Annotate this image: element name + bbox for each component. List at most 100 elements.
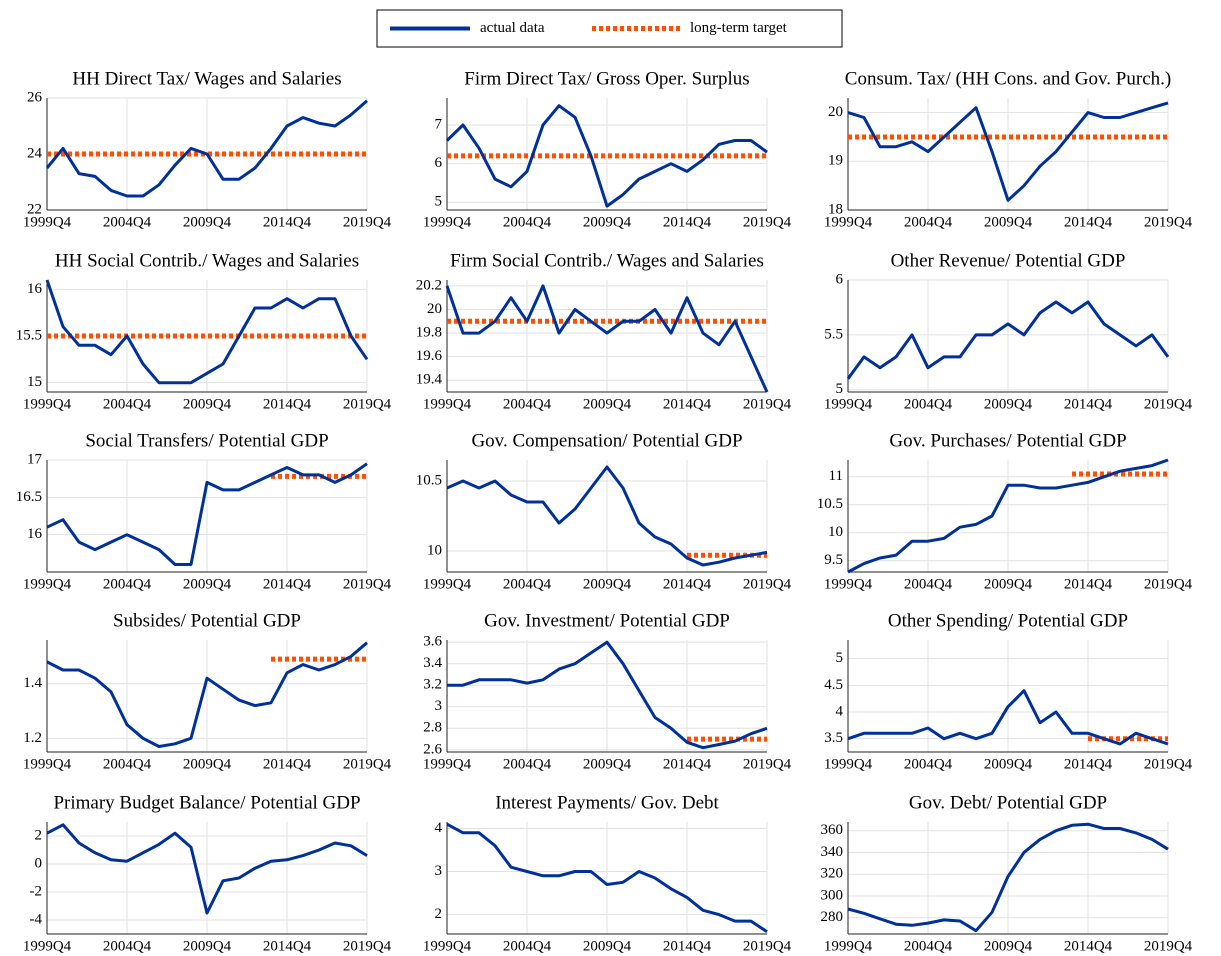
x-tick-label: 2019Q4 — [1144, 938, 1193, 954]
x-tick-label: 2014Q4 — [263, 214, 312, 230]
x-tick-label: 2009Q4 — [183, 756, 232, 772]
y-tick-label: 10.5 — [817, 496, 843, 512]
y-tick-label: 3 — [435, 698, 443, 714]
y-tick-label: 1.4 — [23, 675, 42, 691]
chart-title: Other Spending/ Potential GDP — [888, 610, 1128, 631]
y-tick-label: 360 — [821, 822, 844, 838]
y-tick-label: 16.5 — [16, 489, 42, 505]
y-tick-label: -4 — [30, 911, 43, 927]
x-tick-label: 2019Q4 — [343, 756, 392, 772]
x-tick-label: 2009Q4 — [984, 576, 1033, 592]
y-tick-label: 10 — [828, 524, 843, 540]
y-tick-label: 17 — [27, 451, 43, 467]
x-tick-label: 1999Q4 — [423, 214, 472, 230]
x-tick-label: 2014Q4 — [1064, 396, 1113, 412]
x-tick-label: 2014Q4 — [663, 938, 712, 954]
x-tick-label: 2004Q4 — [503, 214, 552, 230]
y-tick-label: 6 — [836, 271, 844, 287]
chart-title: Other Revenue/ Potential GDP — [891, 250, 1126, 271]
y-tick-label: 2.6 — [423, 741, 442, 757]
chart-title: Social Transfers/ Potential GDP — [85, 430, 328, 451]
chart-title: Gov. Debt/ Potential GDP — [909, 792, 1107, 813]
y-tick-label: 5.5 — [824, 326, 843, 342]
x-tick-label: 1999Q4 — [824, 396, 873, 412]
y-tick-label: 19 — [828, 153, 843, 169]
x-tick-label: 2019Q4 — [1144, 214, 1193, 230]
chart-title: HH Social Contrib./ Wages and Salaries — [55, 250, 359, 271]
data-line — [45, 99, 368, 198]
y-tick-label: 1.2 — [23, 730, 42, 746]
x-tick-label: 1999Q4 — [824, 756, 873, 772]
x-tick-label: 2004Q4 — [503, 576, 552, 592]
x-tick-label: 1999Q4 — [423, 938, 472, 954]
y-tick-label: 7 — [435, 116, 443, 132]
chart-title: Gov. Compensation/ Potential GDP — [471, 430, 742, 451]
y-tick-label: 26 — [27, 89, 43, 105]
data-line — [447, 640, 768, 750]
data-line — [46, 462, 368, 566]
x-tick-label: 2009Q4 — [583, 938, 632, 954]
x-tick-label: 1999Q4 — [824, 214, 873, 230]
data-line — [846, 300, 1170, 380]
x-tick-label: 2019Q4 — [743, 576, 792, 592]
data-line — [446, 822, 768, 934]
data-line — [847, 458, 1169, 574]
x-tick-label: 2009Q4 — [183, 938, 232, 954]
x-tick-label: 2019Q4 — [343, 938, 392, 954]
x-tick-label: 2004Q4 — [103, 214, 152, 230]
x-tick-label: 2009Q4 — [583, 576, 632, 592]
y-tick-label: 2.8 — [423, 720, 442, 736]
y-tick-label: 15.5 — [16, 327, 42, 343]
x-tick-label: 2019Q4 — [1144, 396, 1193, 412]
x-tick-label: 2019Q4 — [743, 938, 792, 954]
x-tick-label: 2019Q4 — [1144, 576, 1193, 592]
y-tick-label: 4 — [435, 820, 443, 836]
x-tick-label: 1999Q4 — [423, 396, 472, 412]
y-tick-label: 20 — [828, 104, 843, 120]
y-tick-label: 0 — [35, 855, 43, 871]
y-tick-label: 3.4 — [423, 655, 442, 671]
data-line — [446, 465, 768, 567]
chart-title: Interest Payments/ Gov. Debt — [495, 792, 719, 813]
y-tick-label: 20 — [427, 301, 442, 317]
data-line — [847, 101, 1169, 202]
y-tick-label: 20.2 — [416, 277, 442, 293]
x-tick-label: 2004Q4 — [904, 756, 953, 772]
x-tick-label: 1999Q4 — [23, 756, 72, 772]
x-tick-label: 2019Q4 — [343, 396, 392, 412]
chart-title: Firm Social Contrib./ Wages and Salaries — [450, 250, 764, 271]
y-tick-label: 5 — [435, 194, 443, 210]
chart-title: HH Direct Tax/ Wages and Salaries — [72, 68, 341, 89]
x-tick-label: 2019Q4 — [1144, 756, 1193, 772]
y-tick-label: 16 — [27, 281, 43, 297]
x-tick-label: 2004Q4 — [503, 756, 552, 772]
y-tick-label: 2 — [35, 827, 43, 843]
y-tick-label: 280 — [821, 909, 844, 925]
x-tick-label: 2004Q4 — [904, 214, 953, 230]
x-tick-label: 2004Q4 — [904, 938, 953, 954]
x-tick-label: 2014Q4 — [1064, 756, 1113, 772]
y-tick-label: 3.6 — [423, 634, 442, 650]
x-tick-label: 2019Q4 — [343, 214, 392, 230]
y-tick-label: 9.5 — [824, 552, 843, 568]
x-tick-label: 2009Q4 — [984, 396, 1033, 412]
y-tick-label: 6 — [435, 155, 443, 171]
y-tick-label: -2 — [30, 883, 43, 899]
x-tick-label: 1999Q4 — [23, 938, 72, 954]
x-tick-label: 1999Q4 — [423, 756, 472, 772]
x-tick-label: 2004Q4 — [103, 938, 152, 954]
y-tick-label: 18 — [828, 201, 843, 217]
x-tick-label: 2014Q4 — [663, 214, 712, 230]
x-tick-label: 2009Q4 — [984, 756, 1033, 772]
y-tick-label: 340 — [821, 844, 844, 860]
x-tick-label: 2019Q4 — [743, 756, 792, 772]
x-tick-label: 1999Q4 — [23, 396, 72, 412]
x-tick-label: 2004Q4 — [503, 396, 552, 412]
x-tick-label: 2019Q4 — [343, 576, 392, 592]
x-tick-label: 2019Q4 — [743, 214, 792, 230]
data-line — [45, 279, 369, 385]
y-tick-label: 4 — [836, 703, 844, 719]
data-line — [847, 822, 1169, 933]
